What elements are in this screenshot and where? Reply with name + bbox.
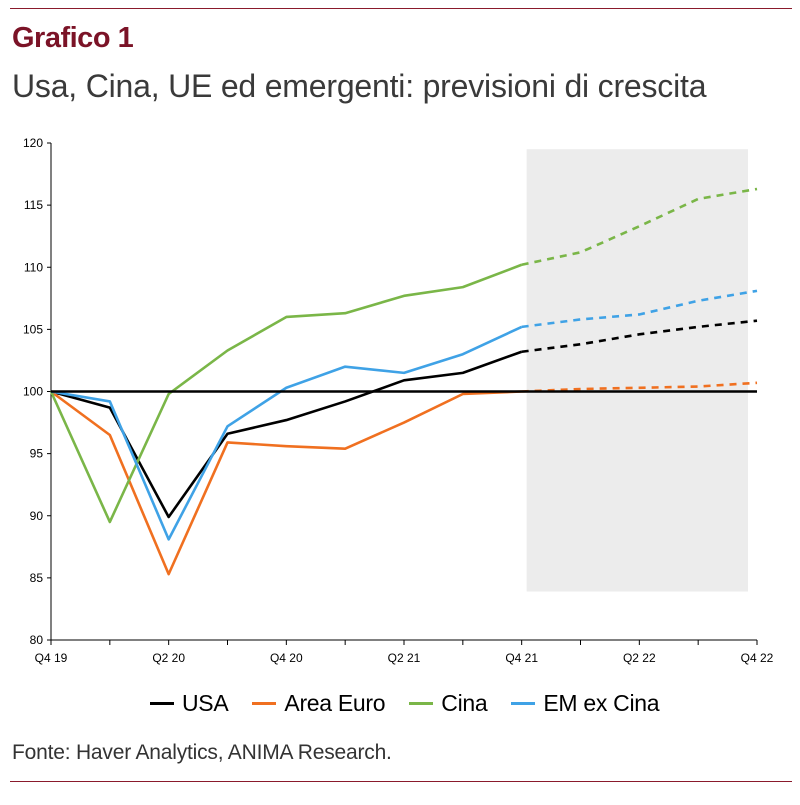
legend-label-usa: USA [182,690,229,716]
x-tick-label: Q2 20 [152,651,185,665]
x-tick-label: Q4 20 [270,651,303,665]
x-tick-label: Q2 22 [623,651,656,665]
legend-swatch-area-euro [252,702,277,705]
series-line-cina [49,263,523,524]
legend-item-usa: USA [150,690,229,717]
legend-label-area-euro: Area Euro [284,690,386,716]
chart-title: Grafico 1 [12,22,134,54]
legend-item-cina: Cina [409,690,488,717]
legend-label-em-ex-cina: EM ex Cina [543,690,660,716]
legend-swatch-em-ex-cina [511,702,536,705]
chart-legend: USA Area Euro Cina EM ex Cina [150,690,660,717]
x-tick-label: Q4 21 [505,651,538,665]
x-tick-label: Q4 19 [35,651,68,665]
legend-item-area-euro: Area Euro [252,690,386,717]
y-tick-label: 105 [23,322,43,336]
legend-label-cina: Cina [441,690,488,716]
y-tick-label: 120 [23,136,43,150]
y-tick-label: 100 [23,385,43,399]
bottom-rule [10,781,792,782]
legend-swatch-usa [150,702,174,705]
y-tick-label: 95 [30,447,44,461]
x-tick-label: Q4 22 [741,651,774,665]
y-tick-label: 110 [24,260,43,274]
series-line-em-ex-cina [50,325,523,541]
y-tick-label: 115 [24,198,43,212]
series-line-usa [50,350,523,519]
series-forecast-cina [521,187,758,267]
legend-item-em-ex-cina: EM ex Cina [511,690,660,717]
top-rule [10,8,792,9]
x-tick-label: Q2 21 [388,651,421,665]
y-tick-label: 85 [30,571,44,585]
chart-subtitle: Usa, Cina, UE ed emergenti: previsioni d… [12,68,707,104]
y-tick-label: 90 [30,509,44,523]
source-note: Fonte: Haver Analytics, ANIMA Research. [12,741,392,764]
legend-swatch-cina [409,702,434,705]
forecast-band [526,149,748,592]
y-tick-label: 80 [30,633,44,647]
